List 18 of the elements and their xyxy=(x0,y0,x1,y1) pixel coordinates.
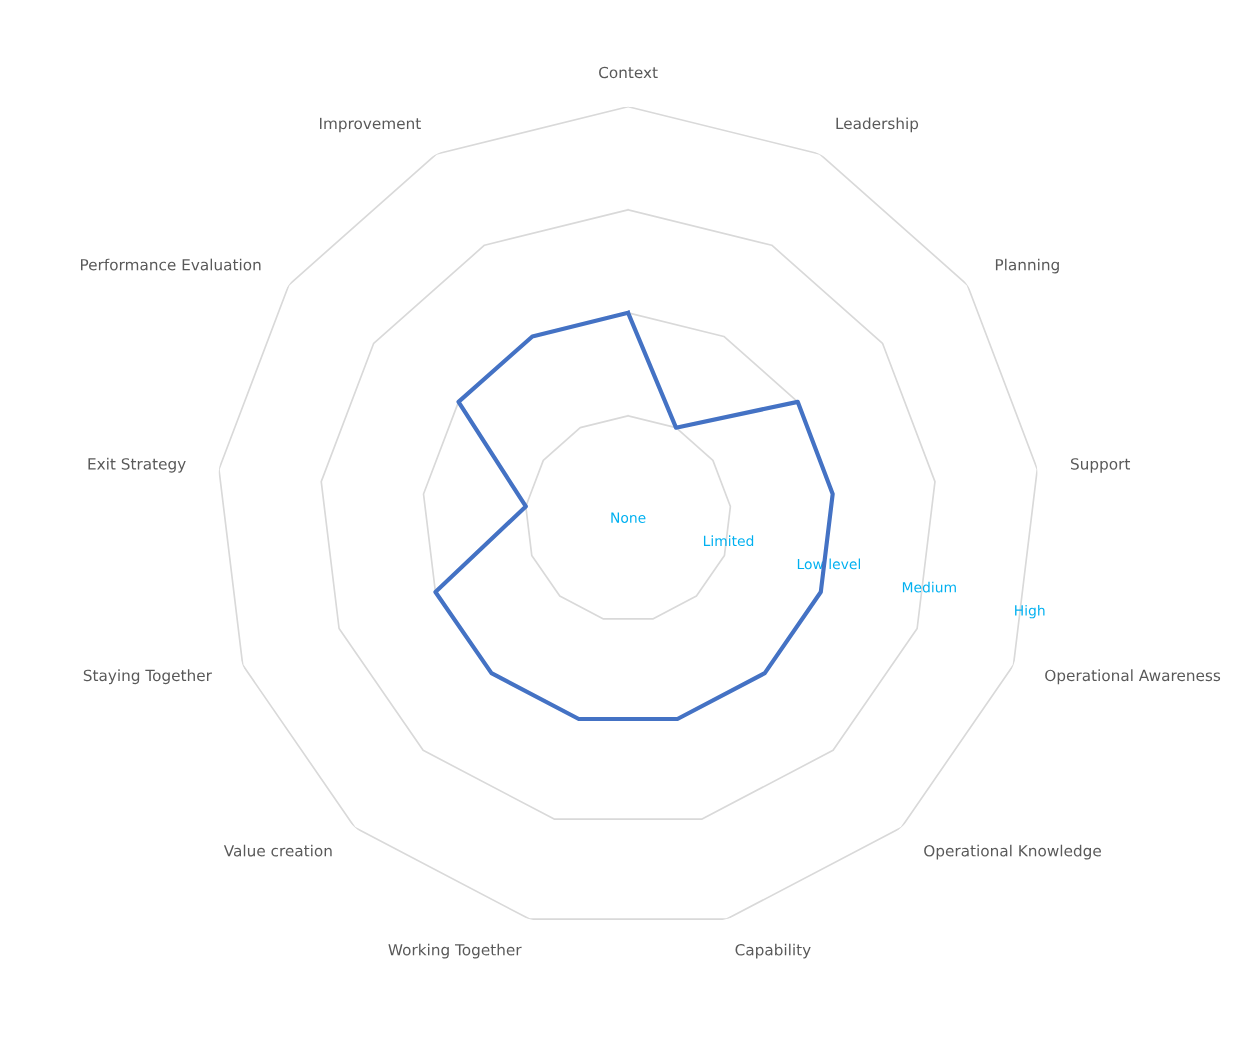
spoke-label: Support xyxy=(1071,458,1131,473)
y-tick-label: None xyxy=(611,512,646,523)
y-tick-label: Limited xyxy=(703,535,754,547)
spoke-label: Operational Awareness xyxy=(1045,669,1221,685)
spoke-label: Context xyxy=(599,66,658,79)
spoke-label: Value creation xyxy=(223,844,332,857)
spoke-label: Planning xyxy=(995,258,1059,274)
spoke-label: Improvement xyxy=(319,117,421,133)
y-tick-label: High xyxy=(1015,604,1045,619)
spoke-label: Exit Strategy xyxy=(88,457,186,473)
spoke-label: Operational Knowledge xyxy=(924,844,1101,860)
spoke-label: Capability xyxy=(735,943,811,959)
spoke-label: Leadership xyxy=(836,117,919,133)
spoke-label: Performance Evaluation xyxy=(81,258,261,271)
spoke-label: Staying Together xyxy=(83,669,212,685)
y-tick-label: Low level xyxy=(797,558,860,570)
y-tick-label: Medium xyxy=(902,581,956,593)
spoke-label: Working Together xyxy=(388,943,522,959)
